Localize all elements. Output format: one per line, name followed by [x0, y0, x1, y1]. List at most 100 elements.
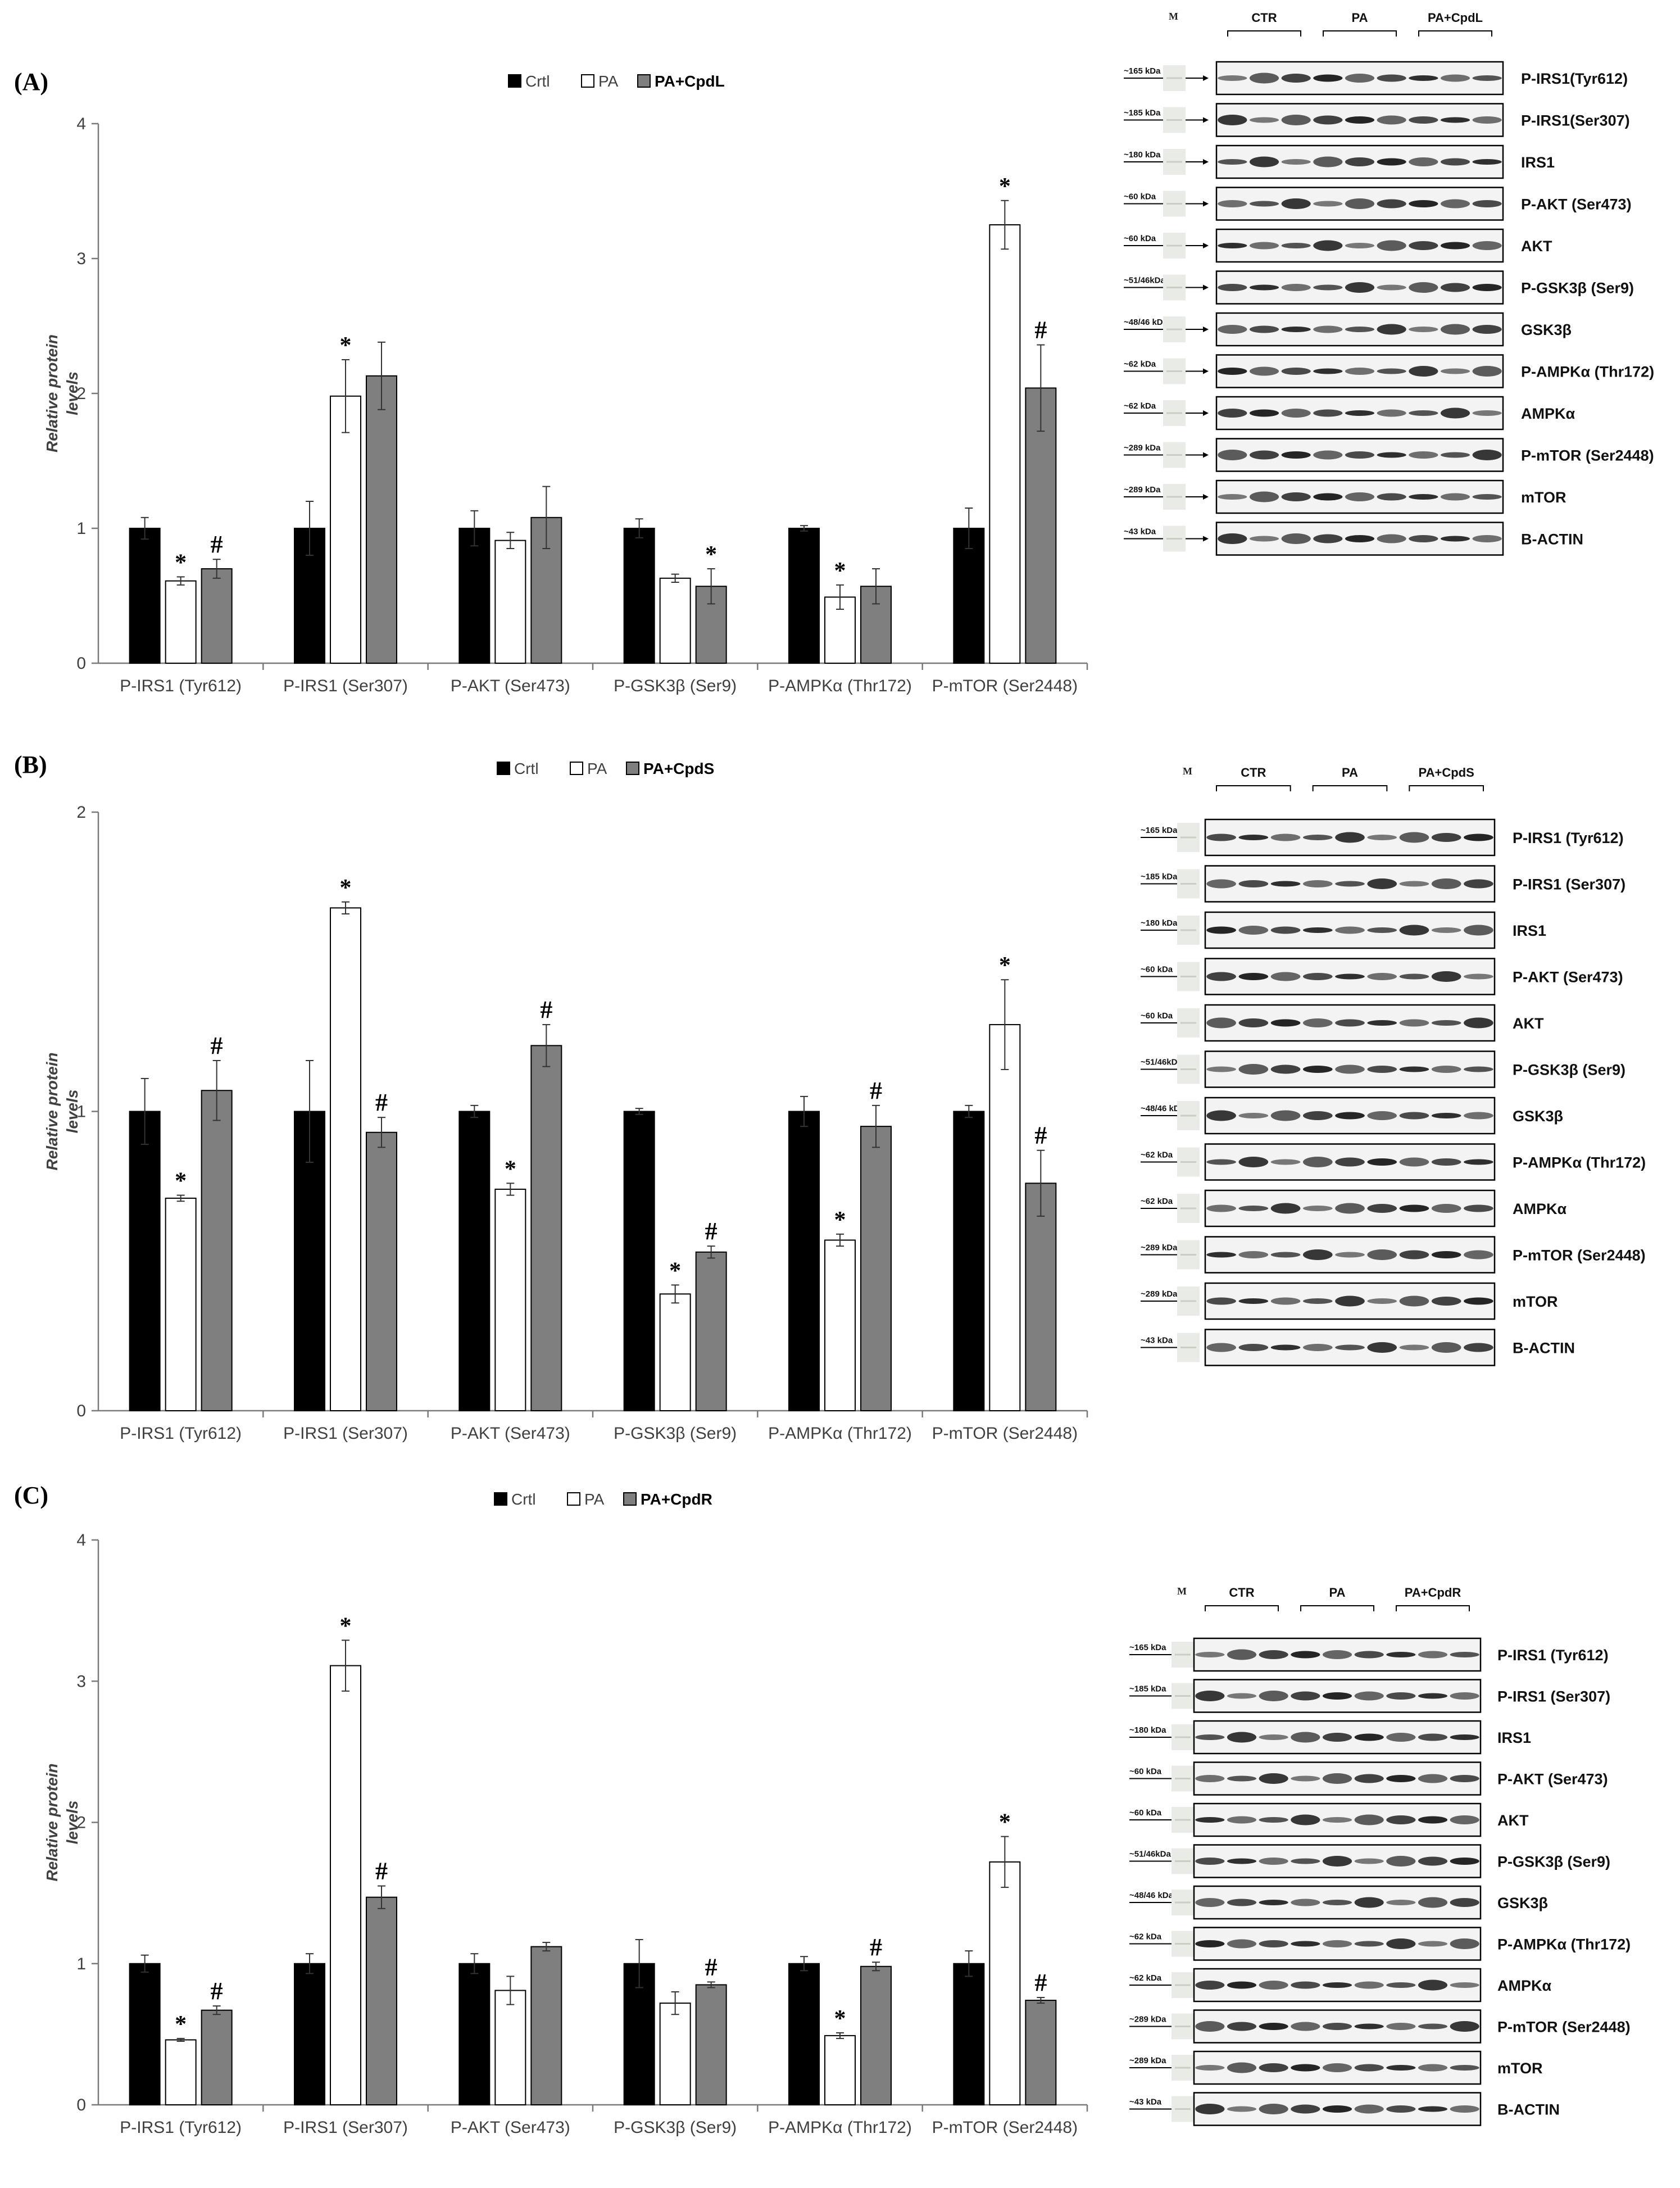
- bar-pa-cpdl: [201, 568, 233, 664]
- legend-swatch: [497, 762, 510, 775]
- blot-band: [1450, 1734, 1479, 1740]
- asterisk-mark: *: [999, 953, 1011, 979]
- blot-band: [1431, 1066, 1461, 1073]
- panel-a: (A) Crtl PA PA+CpdL 0 1 2 3 4 Relative protein lev…: [14, 11, 1654, 695]
- blot-band: [1291, 1941, 1320, 1947]
- blot-band: [1377, 452, 1406, 458]
- blot-band: [1249, 242, 1279, 250]
- blot-band: [1335, 1112, 1365, 1120]
- blot-band: [1472, 159, 1502, 165]
- blot-band: [1399, 881, 1429, 887]
- x-tick-label: P-AKT (Ser473): [451, 2118, 570, 2137]
- blot-band: [1450, 2105, 1479, 2113]
- asterisk-mark: *: [505, 1156, 516, 1182]
- blot-band: [1313, 115, 1343, 125]
- blot-band: [1302, 973, 1333, 980]
- x-tick-label: P-IRS1 (Tyr612): [120, 2118, 242, 2137]
- bar-pa: [494, 1990, 526, 2105]
- kda-arrowhead: [1203, 75, 1209, 81]
- kda-label: ~180 kDa: [1129, 1725, 1166, 1735]
- blot-band: [1335, 1064, 1365, 1074]
- bar-pa-cpds: [366, 1131, 397, 1412]
- bar-crtl: [953, 528, 985, 664]
- blot-protein-label: P-IRS1(Ser307): [1521, 112, 1630, 129]
- panel-b: (B) Crtl PA PA+CpdS 0 1 2 Relative protein level…: [14, 751, 1646, 1443]
- kda-label: ~289 kDa: [1124, 443, 1161, 453]
- blot-band: [1249, 366, 1279, 376]
- blot-protein-label: P-AKT (Ser473): [1521, 196, 1632, 213]
- blot-protein-label: P-mTOR (Ser2448): [1513, 1247, 1646, 1264]
- blot-band: [1195, 1981, 1225, 1990]
- blot-band: [1313, 534, 1343, 543]
- blot-band: [1322, 1982, 1352, 1988]
- blot-band: [1291, 1651, 1320, 1659]
- blot-band: [1302, 1018, 1333, 1027]
- asterisk-mark: *: [175, 2012, 187, 2037]
- blot-protein-label: AMPKα: [1521, 405, 1575, 422]
- x-tick-label: P-AMPKα (Thr172): [768, 1424, 912, 1443]
- bar-pa: [165, 580, 197, 664]
- blot-band: [1322, 1817, 1352, 1823]
- blot-band: [1302, 1157, 1333, 1167]
- blot-group-label: PA: [1352, 11, 1368, 25]
- blot-band: [1270, 881, 1301, 887]
- bar-pa-cpds: [860, 1126, 892, 1411]
- blot-band: [1399, 1344, 1429, 1351]
- blot-band: [1472, 450, 1502, 460]
- blot-band: [1238, 880, 1269, 887]
- hash-mark: #: [540, 996, 552, 1023]
- blot-band: [1354, 1897, 1384, 1908]
- blot-protein-label: P-AMPKα (Thr172): [1497, 1936, 1631, 1953]
- blot-band: [1354, 1981, 1384, 1989]
- blot-band: [1386, 2065, 1416, 2071]
- blot-band: [1418, 2064, 1448, 2072]
- asterisk-mark: *: [669, 1258, 681, 1284]
- blot-band: [1431, 927, 1461, 933]
- blot-band: [1418, 1693, 1448, 1699]
- blot-band: [1399, 832, 1429, 843]
- blot-band: [1464, 1297, 1493, 1305]
- blot-band: [1464, 1250, 1493, 1260]
- blot-band: [1238, 835, 1269, 840]
- blot-protein-label: mTOR: [1497, 2060, 1543, 2077]
- blot-band: [1259, 2063, 1288, 2072]
- blot-band: [1367, 1249, 1397, 1260]
- blot-protein-label: IRS1: [1497, 1729, 1531, 1746]
- blot-protein-label: AMPKα: [1497, 1977, 1551, 1994]
- bar-pa: [330, 907, 361, 1411]
- blot-band: [1472, 410, 1502, 416]
- kda-label: ~289 kDa: [1129, 2056, 1166, 2065]
- bar-pa: [659, 2003, 691, 2105]
- blot-band: [1322, 1940, 1352, 1947]
- kda-label: ~51/46kDa: [1141, 1058, 1182, 1067]
- asterisk-mark: *: [175, 1168, 187, 1194]
- blot-band: [1409, 282, 1438, 293]
- bar-crtl: [129, 528, 161, 664]
- blot-band: [1450, 1775, 1479, 1782]
- blot-band: [1399, 1250, 1429, 1260]
- blot-band: [1472, 200, 1502, 207]
- blot-band: [1313, 325, 1343, 333]
- blot-band: [1238, 1206, 1269, 1211]
- blot-band: [1345, 157, 1375, 166]
- blot-band: [1386, 1900, 1416, 1905]
- blot-band: [1367, 835, 1397, 840]
- blot-group-label: CTR: [1241, 765, 1266, 780]
- legend-swatch: [508, 74, 521, 88]
- blot-band: [1302, 880, 1333, 887]
- legend-label: PA: [598, 73, 619, 90]
- blot-group-bracket: [1409, 785, 1484, 791]
- legend-label: Crtl: [525, 73, 550, 90]
- blot-band: [1367, 1298, 1397, 1304]
- asterisk-mark: *: [705, 542, 717, 568]
- bar-crtl: [458, 528, 491, 664]
- blot-band: [1218, 409, 1247, 418]
- kda-label: ~62 kDa: [1124, 401, 1156, 411]
- blot-band: [1206, 1017, 1236, 1029]
- blot-band: [1302, 1249, 1333, 1260]
- kda-label: ~51/46kDa: [1129, 1850, 1171, 1859]
- blot-band: [1206, 1252, 1236, 1258]
- kda-label: ~60 kDa: [1141, 965, 1173, 975]
- bar-pa-cpdr: [695, 1984, 727, 2105]
- blot-band: [1418, 1856, 1448, 1866]
